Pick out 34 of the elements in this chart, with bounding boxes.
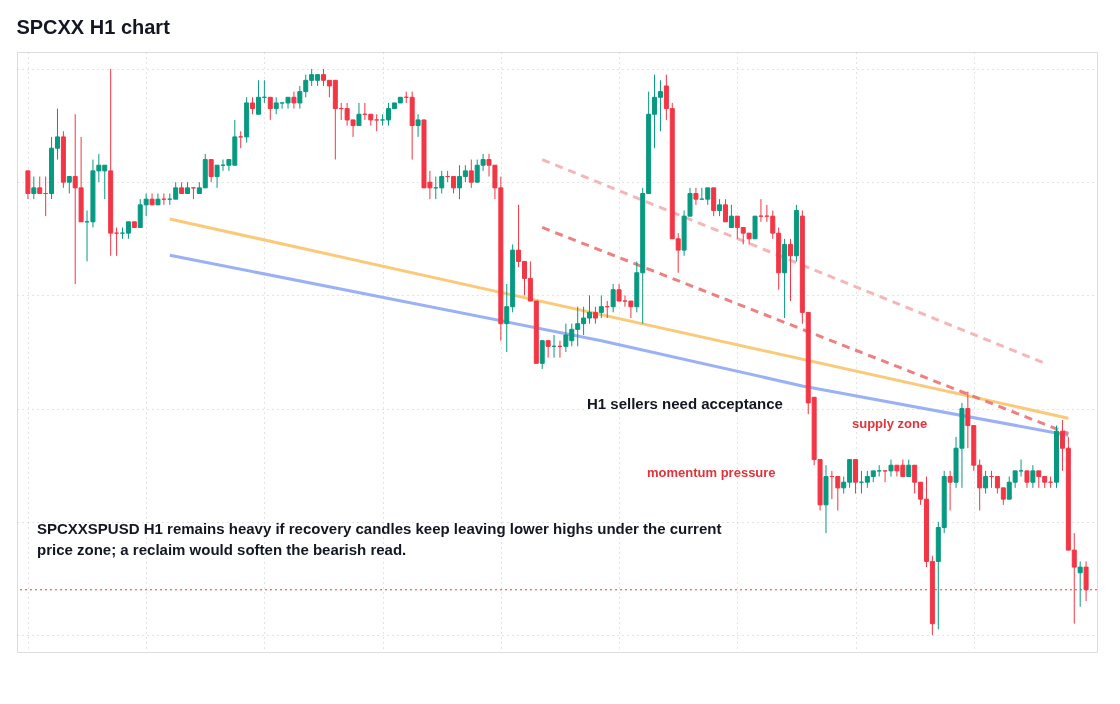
- annotation: H1 sellers need acceptance: [587, 395, 783, 412]
- candlestick: [693, 187, 699, 206]
- annotation: momentum pressure: [647, 465, 776, 480]
- candlestick: [539, 340, 545, 370]
- annotation: supply zone: [852, 416, 928, 431]
- candlestick: [983, 470, 989, 495]
- candlestick: [947, 470, 953, 511]
- chart-title: SPCXX H1 chart: [16, 16, 171, 38]
- candlestick: [267, 96, 273, 121]
- candlestick: [155, 193, 161, 206]
- candlestick: [598, 294, 604, 319]
- candlestick: [788, 238, 794, 302]
- candlestick: [882, 470, 888, 483]
- candlestick: [1077, 560, 1083, 608]
- candlestick: [545, 340, 551, 359]
- candlestick: [149, 193, 155, 206]
- candlestick: [888, 459, 894, 478]
- candlestick: [728, 204, 734, 228]
- candlestick: [711, 187, 717, 217]
- candlestick: [1030, 464, 1036, 489]
- candlestick: [356, 102, 362, 127]
- candlestick: [291, 91, 297, 110]
- candlestick: [208, 159, 214, 183]
- candlestick: [468, 159, 474, 189]
- candlestick: [25, 170, 31, 200]
- candlestick: [752, 215, 758, 240]
- annotation: SPCXXSPUSD H1 remains heavy if recovery candles keep leaving lower highs under the current price zone; a reclaim would soften the bearish read.: [37, 520, 722, 558]
- candlestick: [120, 226, 125, 240]
- candlestick: [31, 176, 37, 200]
- candlestick: [722, 198, 728, 223]
- candlestick: [114, 226, 120, 257]
- candlestick: [610, 283, 616, 313]
- candlestick: [853, 459, 859, 495]
- candlestick: [415, 113, 421, 138]
